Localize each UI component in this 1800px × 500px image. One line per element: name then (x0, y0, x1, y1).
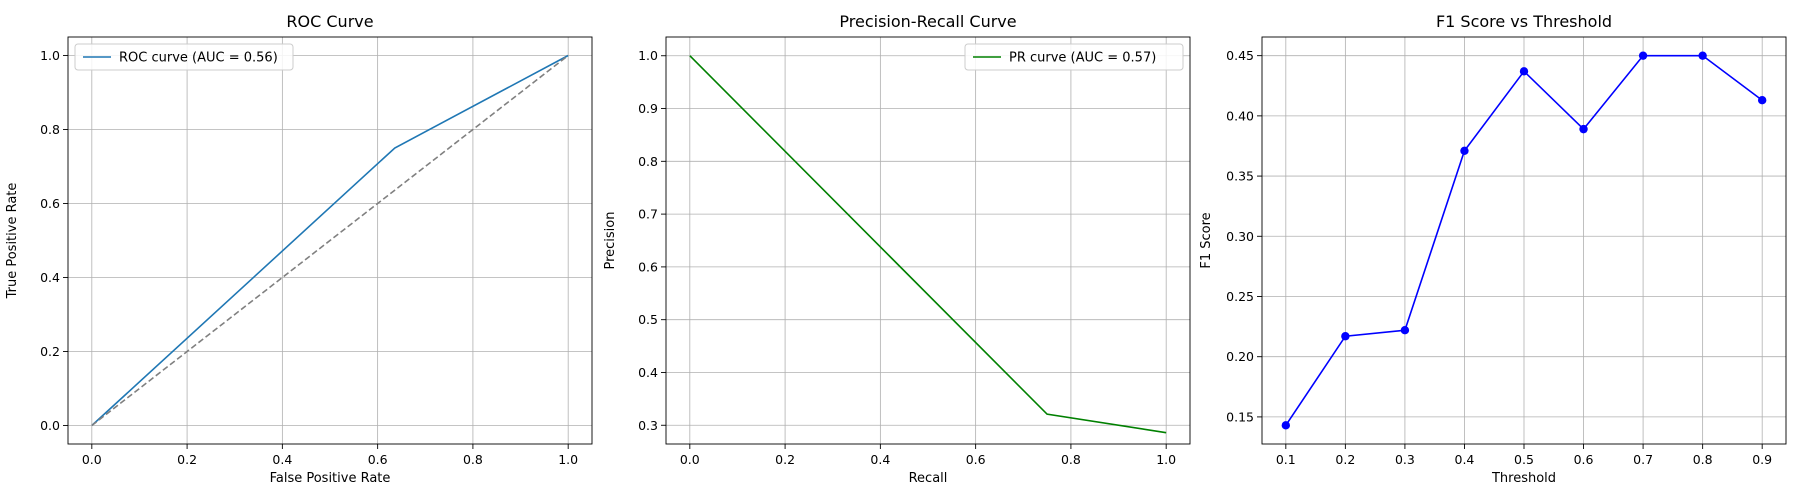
x-tick-label: 0.2 (1335, 452, 1355, 467)
legend: PR curve (AUC = 0.57) (964, 43, 1184, 71)
y-tick-label: 0.8 (638, 154, 658, 169)
y-tick-label: 0.7 (638, 207, 658, 222)
x-tick-label: 0.2 (177, 452, 197, 467)
data-point (1460, 146, 1469, 155)
y-axis-label: F1 Score (1199, 212, 1214, 268)
x-tick-label: 1.0 (1156, 452, 1176, 467)
legend-box (74, 43, 294, 71)
legend: ROC curve (AUC = 0.56) (74, 43, 294, 71)
x-tick-label: 0.5 (1514, 452, 1534, 467)
y-tick-label: 0.8 (40, 122, 60, 137)
data-point (1698, 51, 1707, 60)
y-tick-label: 0.20 (1226, 349, 1254, 364)
y-tick-label: 0.35 (1226, 169, 1254, 184)
y-tick-label: 0.40 (1226, 108, 1254, 123)
y-tick-label: 0.15 (1226, 409, 1254, 424)
x-tick-label: 0.6 (1574, 452, 1594, 467)
chart-title: ROC Curve (286, 12, 373, 31)
x-tick-label: 0.8 (1061, 452, 1081, 467)
data-point (1400, 326, 1410, 335)
series-line-2 (91, 54, 569, 427)
y-tick-label: 1.0 (40, 48, 60, 63)
series-line-1 (91, 54, 569, 427)
data-point (1281, 421, 1291, 430)
x-tick-label: 0.4 (272, 452, 292, 467)
y-axis-label: Precision (603, 211, 618, 269)
x-tick-label: 0.8 (1693, 452, 1713, 467)
y-tick-label: 0.4 (638, 365, 658, 380)
x-tick-label: 1.0 (558, 452, 578, 467)
y-axis-label: True Positive Rate (5, 183, 20, 300)
axes-frame (665, 36, 1191, 445)
x-tick-label: 0.6 (966, 452, 986, 467)
x-tick-label: 0.1 (1276, 452, 1296, 467)
chart-title: F1 Score vs Threshold (1436, 12, 1612, 31)
chart-panel-1: 0.0 0.2 0.4 0.6 0.8 1.0 0.0 0.2 0.4 0.6 0.8 1.0 ROC … (5, 12, 593, 486)
y-tick-label: 0.9 (638, 101, 658, 116)
y-tick-label: 0.0 (40, 418, 60, 433)
series-line-1 (689, 55, 1167, 434)
data-point (1757, 96, 1767, 105)
x-tick-label: 0.0 (680, 452, 700, 467)
x-axis-label: Recall (909, 471, 948, 486)
data-point (1519, 67, 1529, 76)
y-tick-label: 0.45 (1226, 48, 1254, 63)
x-tick-label: 0.9 (1752, 452, 1772, 467)
x-axis-label: Threshold (1491, 471, 1556, 486)
chart-panel-3: 0.1 0.2 0.3 0.4 0.5 0.6 0.7 0.8 0.9 0.15 0.20 0.25 0… (1199, 12, 1787, 486)
y-tick-label: 0.6 (40, 196, 60, 211)
data-point (1579, 124, 1588, 134)
data-point (1341, 332, 1350, 341)
x-tick-label: 0.6 (368, 452, 388, 467)
legend-label: PR curve (AUC = 0.57) (1009, 51, 1156, 66)
y-tick-label: 0.3 (638, 418, 658, 433)
x-tick-label: 0.7 (1633, 452, 1653, 467)
x-axis-label: False Positive Rate (270, 471, 391, 486)
x-tick-label: 0.0 (82, 452, 102, 467)
y-tick-label: 1.0 (638, 48, 658, 63)
x-tick-label: 0.3 (1395, 452, 1415, 467)
x-tick-label: 0.2 (775, 452, 795, 467)
axes-frame (67, 36, 593, 445)
legend-label: ROC curve (AUC = 0.56) (119, 51, 278, 66)
chart-panel-2: 0.0 0.2 0.4 0.6 0.8 1.0 0.3 0.4 0.5 0.6 0.7 0.8 0.9 1… (603, 12, 1191, 486)
legend-box (964, 43, 1184, 71)
data-point (1638, 51, 1648, 60)
y-tick-label: 0.5 (638, 312, 658, 327)
y-tick-label: 0.25 (1226, 289, 1254, 304)
y-tick-label: 0.2 (40, 344, 60, 359)
chart-title: Precision-Recall Curve (839, 12, 1016, 31)
y-tick-label: 0.6 (638, 259, 658, 274)
x-tick-label: 0.4 (870, 452, 890, 467)
y-tick-label: 0.4 (40, 270, 60, 285)
x-tick-label: 0.4 (1455, 452, 1475, 467)
x-tick-label: 0.8 (463, 452, 483, 467)
y-tick-label: 0.30 (1226, 229, 1254, 244)
